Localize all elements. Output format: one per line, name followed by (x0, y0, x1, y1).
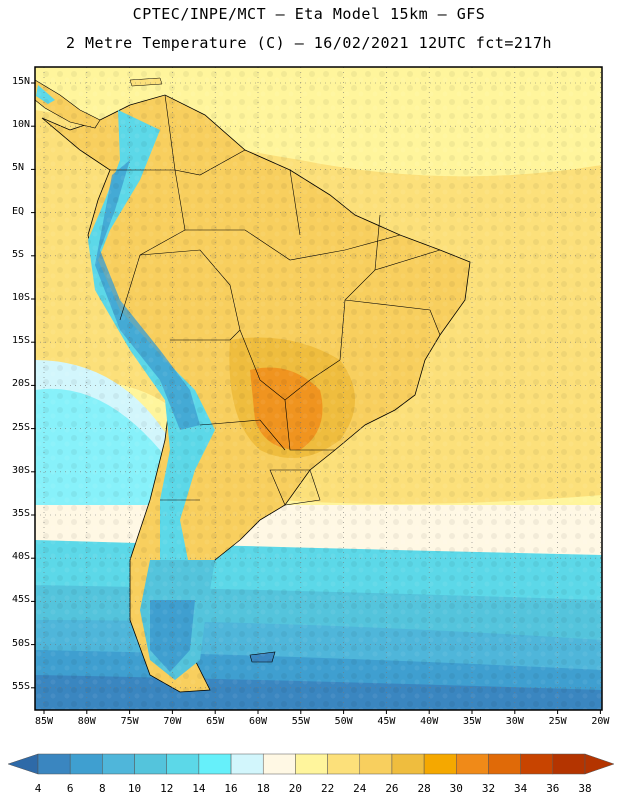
colorbar (7, 753, 615, 775)
colorbar-label-34: 34 (514, 782, 528, 795)
colorbar-high-arrow (584, 753, 615, 775)
colorbar-cell (198, 753, 232, 775)
colorbar-cell (166, 753, 200, 775)
lat-label-10n: 10N (12, 119, 31, 131)
colorbar-label-20: 20 (288, 782, 303, 795)
lon-label-60w: 60W (248, 716, 268, 727)
colorbar-label-36: 36 (546, 782, 560, 795)
lat-label-40s: 40S (12, 551, 31, 563)
colorbar-cell (423, 753, 457, 775)
lon-label-55w: 55W (291, 716, 310, 727)
lat-label-50s: 50S (12, 637, 31, 649)
lon-label-85w: 85W (34, 716, 54, 727)
lat-label-35s: 35S (12, 508, 31, 519)
texture-overlay (35, 67, 602, 710)
colorbar-label-8: 8 (99, 782, 106, 795)
colorbar-label-26: 26 (385, 782, 399, 795)
lon-label-80w: 80W (77, 716, 96, 727)
lon-label-50w: 50W (334, 716, 353, 727)
colorbar-cell (327, 753, 361, 775)
colorbar-label-6: 6 (66, 782, 74, 795)
colorbar-label-24: 24 (353, 782, 367, 795)
colorbar-cell (359, 753, 393, 775)
colorbar-cell (37, 753, 71, 775)
colorbar-label-10: 10 (127, 782, 142, 795)
lat-label-15n: 15N (12, 76, 31, 87)
colorbar-cell (391, 753, 425, 775)
lat-label-eq: EQ (12, 205, 25, 217)
colorbar-cell (102, 753, 135, 775)
colorbar-cell (69, 753, 103, 775)
lat-label-25s: 25S (12, 421, 31, 433)
colorbar-low-arrow (7, 753, 39, 775)
lon-label-20w: 20W (591, 716, 610, 727)
lon-label-75w: 75W (120, 716, 139, 727)
lon-label-45w: 45W (377, 716, 396, 727)
colorbar-label-28: 28 (417, 782, 431, 795)
colorbar-cell (488, 753, 521, 775)
graticule (35, 67, 602, 710)
lat-label-5s: 5S (12, 248, 25, 260)
colorbar-cell (456, 753, 489, 775)
colorbar-cell (262, 753, 296, 775)
colorbar-label-4: 4 (34, 782, 42, 795)
map-title-line1: CPTEC/INPE/MCT – Eta Model 15km – GFS (132, 5, 486, 23)
lat-label-45s: 45S (12, 594, 31, 606)
lat-label-10s: 10S (12, 292, 31, 303)
colorbar-cell (134, 753, 167, 775)
colorbar-label-32: 32 (481, 782, 496, 795)
map-plot-area (35, 67, 602, 710)
colorbar-label-14: 14 (192, 782, 206, 795)
colorbar-label-18: 18 (256, 782, 270, 795)
lat-label-30s: 30S (12, 464, 31, 476)
lon-label-30w: 30W (505, 716, 524, 727)
colorbar-cell (520, 753, 554, 775)
lon-label-70w: 70W (163, 716, 182, 727)
map-title-line2: 2 Metre Temperature (C) – 16/02/2021 12U… (65, 34, 553, 52)
colorbar-label-16: 16 (224, 782, 238, 795)
colorbar-label-22: 22 (320, 782, 335, 795)
colorbar-label-30: 30 (449, 782, 463, 795)
colorbar-label-38: 38 (578, 782, 592, 795)
lat-label-15s: 15S (12, 335, 31, 347)
lat-label-20s: 20S (12, 378, 31, 390)
axis-ticks (31, 82, 601, 714)
lon-label-25w: 25W (548, 716, 567, 727)
colorbar-cell (552, 753, 586, 775)
lon-label-65w: 65W (206, 716, 225, 727)
lon-label-40w: 40W (420, 716, 439, 727)
lon-label-35w: 35W (462, 716, 482, 727)
lat-label-55s: 55S (12, 680, 31, 692)
colorbar-cell (230, 753, 264, 775)
colorbar-label-12: 12 (160, 782, 174, 795)
colorbar-cell (295, 753, 328, 775)
lat-label-5n: 5N (12, 162, 25, 174)
map-frame (34, 66, 603, 711)
